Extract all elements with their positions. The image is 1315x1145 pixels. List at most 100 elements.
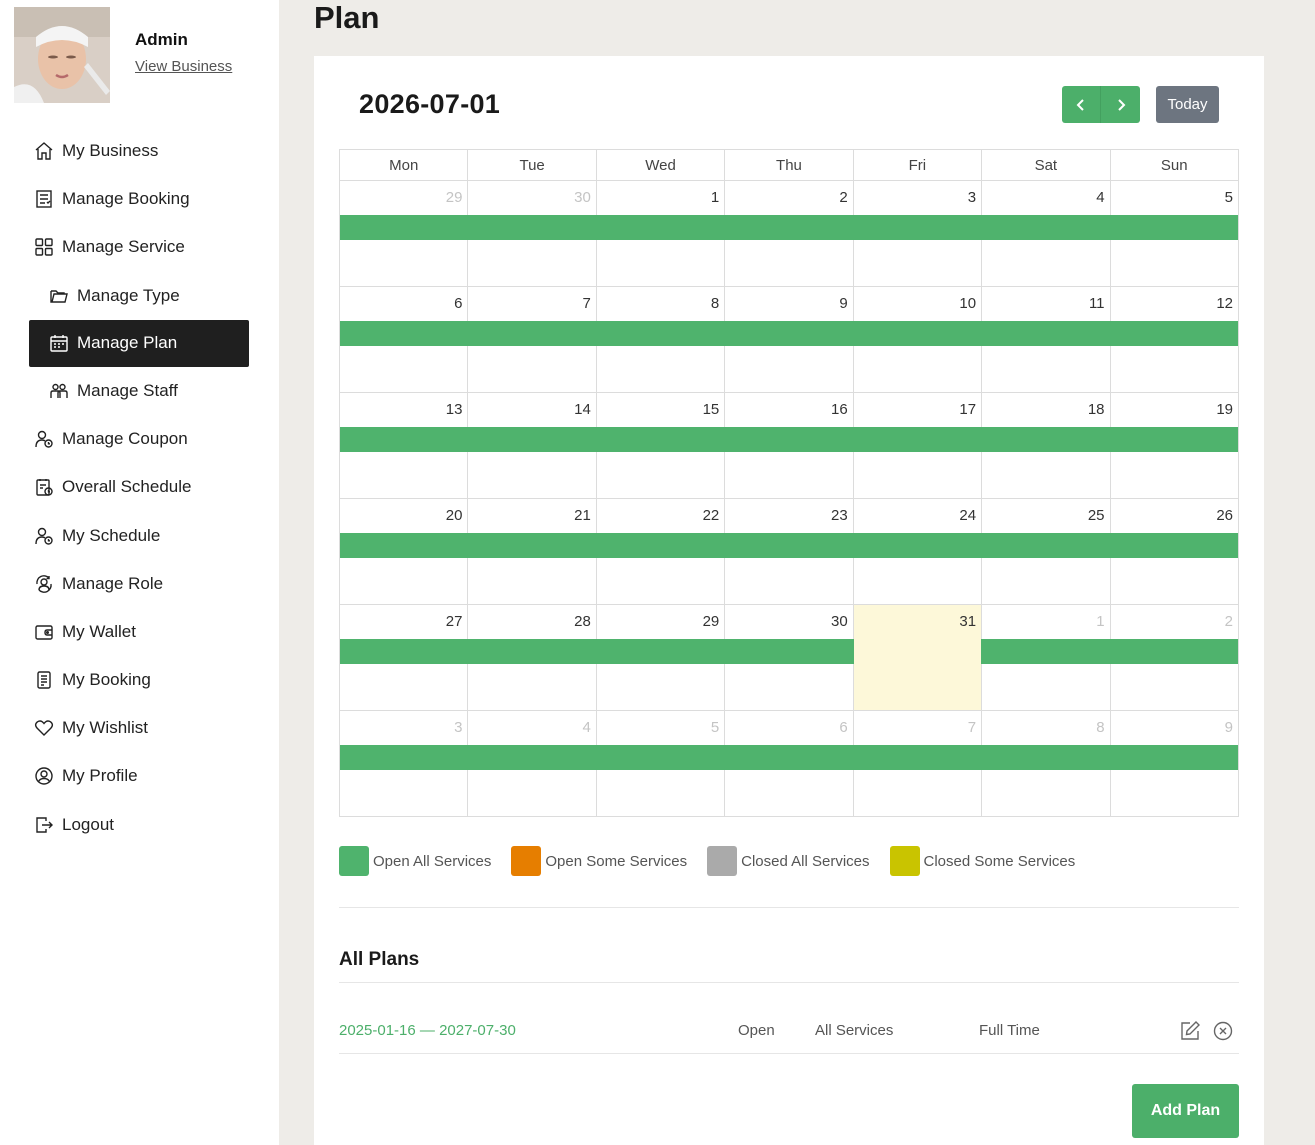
calendar-day-cell[interactable]: 17 (852, 392, 983, 499)
day-number: 2 (839, 189, 848, 206)
profile-card: Admin View Business (14, 7, 232, 103)
calendar-day-cell[interactable]: 28 (467, 604, 597, 711)
close-circle-icon (1213, 1021, 1233, 1041)
calendar-day-cell[interactable]: 3 (852, 180, 983, 287)
edit-plan-button[interactable] (1179, 1020, 1201, 1042)
prev-month-button[interactable] (1062, 86, 1101, 123)
calendar-day-cell[interactable]: 18 (981, 392, 1111, 499)
legend-item: Open Some Services (511, 846, 687, 876)
day-number: 20 (445, 507, 463, 524)
calendar-day-cell[interactable]: 4 (467, 710, 597, 817)
calendar-day-cell[interactable]: 4 (981, 180, 1111, 287)
calendar-day-cell[interactable]: 25 (981, 498, 1111, 605)
sidebar-item-label: My Wallet (62, 621, 136, 641)
calendar-day-cell[interactable]: 6 (338, 286, 1238, 393)
edit-icon (1181, 1021, 1200, 1040)
day-number: 3 (967, 189, 977, 206)
sidebar-item-manage-type[interactable]: Manage Type (29, 272, 249, 320)
calendar-day-cell[interactable]: 15 (595, 392, 726, 499)
weekday-header: Fri (852, 149, 983, 181)
calendar-day-cell[interactable]: 31 (852, 604, 983, 711)
calendar-day-cell[interactable]: 6 (724, 710, 854, 817)
sidebar-item-my-business[interactable]: My Business (29, 127, 249, 175)
calendar-day-cell[interactable]: 5 (1109, 180, 1240, 287)
calendar-day-cell[interactable]: 20 (338, 498, 1238, 605)
calendar-day-cell[interactable]: 30 (467, 180, 597, 287)
view-business-link[interactable]: View Business (135, 58, 233, 75)
divider (339, 982, 1239, 983)
sidebar-item-my-profile[interactable]: My Profile (29, 752, 249, 800)
day-number: 2 (1224, 613, 1233, 630)
calendar-day-cell[interactable]: 3 (338, 710, 1238, 817)
calendar-day-cell[interactable]: 19 (1109, 392, 1240, 499)
sidebar-item-manage-plan[interactable]: Manage Plan (29, 319, 249, 367)
delete-plan-button[interactable] (1213, 1021, 1233, 1041)
calendar-day-cell[interactable]: 29 (338, 180, 1238, 287)
sidebar-item-manage-booking[interactable]: Manage Booking (29, 175, 249, 223)
calendar-week-row: 29 30 1 2 3 4 5 (338, 180, 1240, 287)
sidebar-item-label: My Wishlist (62, 718, 148, 738)
role-icon (33, 573, 55, 595)
calendar-day-cell[interactable]: 14 (467, 392, 597, 499)
calendar-day-cell[interactable]: 11 (981, 286, 1111, 393)
calendar-day-cell[interactable]: 13 (338, 392, 1238, 499)
calendar-day-cell[interactable]: 8 (595, 286, 726, 393)
calendar-day-cell[interactable]: 26 (1109, 498, 1240, 605)
calendar-day-cell[interactable]: 24 (852, 498, 983, 605)
day-number: 24 (959, 507, 977, 524)
calendar-day-cell[interactable]: 22 (595, 498, 726, 605)
sidebar-item-manage-service[interactable]: Manage Service (29, 223, 249, 271)
calendar-day-cell[interactable]: 29 (595, 604, 726, 711)
legend-label: Closed Some Services (923, 852, 1076, 870)
day-number: 7 (967, 719, 977, 736)
day-number: 9 (839, 295, 848, 312)
calendar-day-cell[interactable]: 12 (1109, 286, 1240, 393)
calendar-day-cell[interactable]: 2 (1109, 604, 1240, 711)
logout-icon (33, 814, 55, 836)
sidebar-item-logout[interactable]: Logout (29, 801, 249, 849)
calendar-day-cell[interactable]: 5 (595, 710, 726, 817)
sidebar-item-overall-schedule[interactable]: Overall Schedule (29, 463, 249, 511)
calendar-day-cell[interactable]: 21 (467, 498, 597, 605)
legend-label: Open Some Services (545, 852, 688, 870)
sidebar-item-my-booking[interactable]: My Booking (29, 656, 249, 704)
calendar-weekday-row: Mon Tue Wed Thu Fri Sat Sun (338, 149, 1240, 181)
legend-swatch (339, 846, 369, 876)
sidebar-item-my-wallet[interactable]: My Wallet (29, 608, 249, 656)
sidebar-item-manage-role[interactable]: Manage Role (29, 560, 249, 608)
sidebar-item-label: My Schedule (62, 525, 161, 545)
calendar-day-cell[interactable]: 23 (724, 498, 854, 605)
calendar-day-cell[interactable]: 8 (981, 710, 1111, 817)
calendar-day-cell[interactable]: 10 (852, 286, 983, 393)
sidebar-item-manage-coupon[interactable]: Manage Coupon (29, 415, 249, 463)
next-month-button[interactable] (1101, 86, 1140, 123)
day-number: 30 (831, 613, 848, 630)
calendar-day-cell[interactable]: 30 (724, 604, 854, 711)
document-icon (33, 669, 55, 691)
legend-label: Open All Services (373, 852, 492, 870)
calendar-body: 29 30 1 2 3 4 5 6 7 8 9 10 11 12 13 14 15 16 17 18 19 20 21 22 2… (338, 180, 1240, 817)
calendar-day-cell[interactable]: 9 (1109, 710, 1240, 817)
sidebar-nav: My Business Manage Booking Manage Servic… (29, 127, 249, 849)
calendar-day-cell[interactable]: 9 (724, 286, 854, 393)
calendar-day-cell[interactable]: 7 (467, 286, 597, 393)
folder-icon (48, 285, 70, 307)
legend-item: Open All Services (339, 846, 491, 876)
calendar-day-cell[interactable]: 27 (338, 604, 1238, 711)
plan-date-range[interactable]: 2025-01-16 — 2027-07-30 (339, 1022, 516, 1039)
calendar-week-row: 3 4 5 6 7 8 9 (338, 710, 1240, 817)
grid-icon (33, 236, 55, 258)
sidebar: Admin View Business My Business Manage B… (0, 0, 279, 1145)
today-button[interactable]: Today (1156, 86, 1219, 123)
sidebar-item-manage-staff[interactable]: Manage Staff (29, 367, 249, 415)
calendar-day-cell[interactable]: 1 (595, 180, 726, 287)
calendar-day-cell[interactable]: 7 (852, 710, 983, 817)
weekday-header: Mon (338, 149, 469, 181)
calendar-day-cell[interactable]: 1 (981, 604, 1111, 711)
calendar-day-cell[interactable]: 16 (724, 392, 854, 499)
day-number: 6 (454, 295, 463, 312)
sidebar-item-my-schedule[interactable]: My Schedule (29, 512, 249, 560)
calendar-day-cell[interactable]: 2 (724, 180, 854, 287)
add-plan-button[interactable]: Add Plan (1132, 1084, 1239, 1138)
sidebar-item-my-wishlist[interactable]: My Wishlist (29, 704, 249, 752)
